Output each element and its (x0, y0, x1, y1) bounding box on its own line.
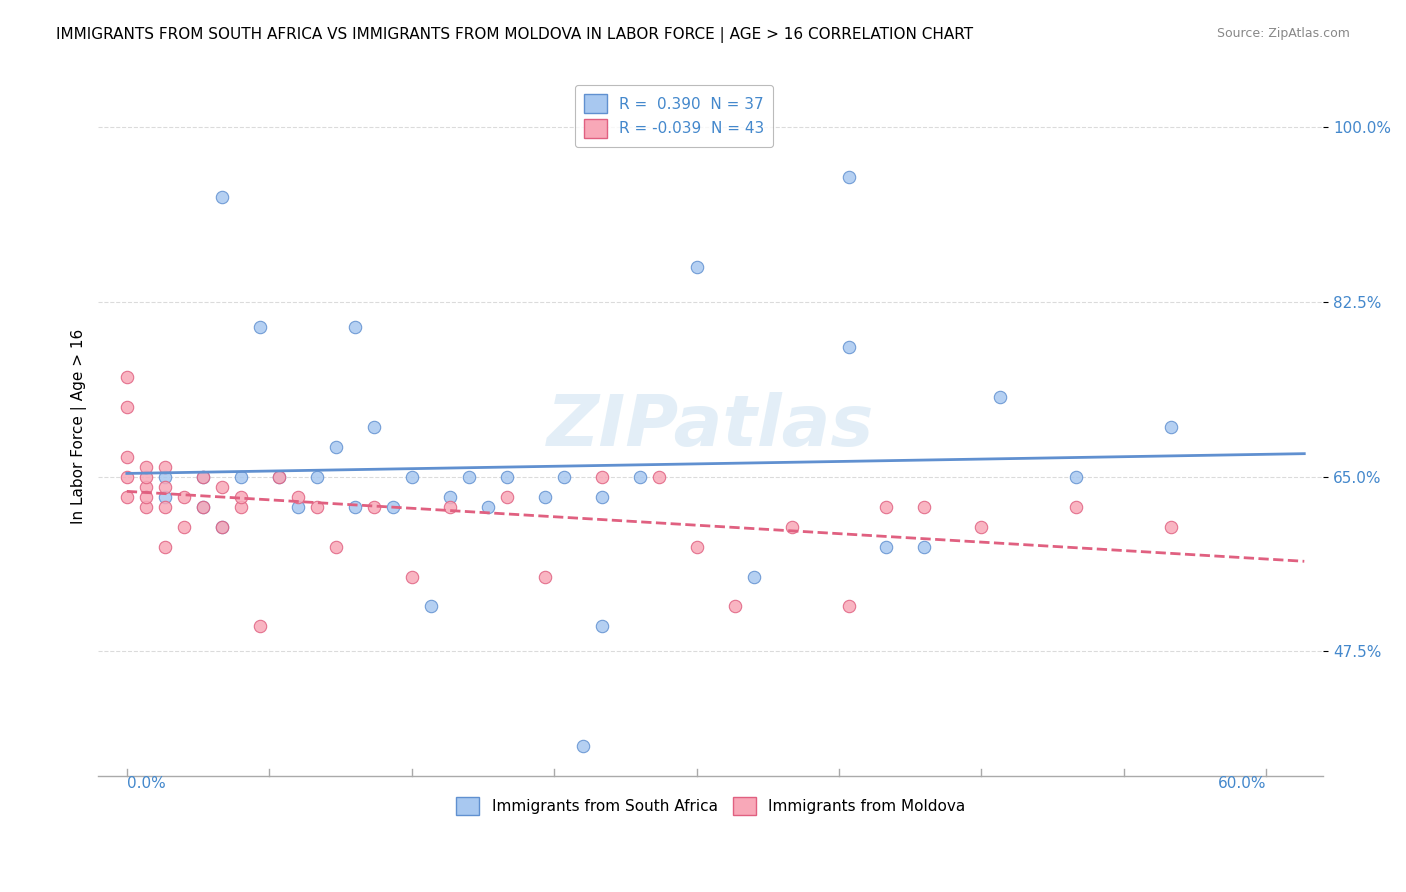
Point (135, 469, 157, 483)
Point (381, 500, 404, 514)
Point (439, 490, 461, 504)
Point (363, 419, 385, 434)
Point (115, 469, 138, 483)
Point (287, 500, 309, 514)
Point (191, 469, 214, 483)
Point (628, 469, 651, 483)
Point (191, 500, 214, 514)
Point (211, 519, 233, 533)
Point (135, 480, 157, 494)
Point (591, 469, 613, 483)
Point (780, 519, 803, 533)
Point (211, 190, 233, 204)
Point (1066, 469, 1088, 483)
Point (1160, 419, 1182, 434)
Point (837, 599, 859, 614)
Point (153, 459, 176, 474)
Point (305, 469, 328, 483)
Point (401, 469, 423, 483)
Legend: Immigrants from South Africa, Immigrants from Moldova: Immigrants from South Africa, Immigrants… (447, 788, 974, 824)
Point (571, 739, 593, 754)
Point (875, 540, 897, 554)
Point (533, 490, 555, 504)
Text: Source: ZipAtlas.com: Source: ZipAtlas.com (1216, 27, 1350, 40)
Point (115, 490, 138, 504)
Point (914, 500, 936, 514)
Point (685, 540, 707, 554)
Point (191, 469, 214, 483)
Y-axis label: In Labor Force | Age > 16: In Labor Force | Age > 16 (72, 329, 87, 524)
Point (457, 469, 479, 483)
Point (153, 480, 176, 494)
Point (837, 340, 859, 354)
Point (401, 569, 423, 583)
Point (135, 500, 157, 514)
Text: 60.0%: 60.0% (1218, 776, 1267, 791)
Point (191, 500, 214, 514)
Point (267, 469, 290, 483)
Point (495, 490, 517, 504)
Point (495, 469, 517, 483)
Point (1160, 519, 1182, 533)
Point (875, 500, 897, 514)
Point (153, 490, 176, 504)
Point (229, 490, 252, 504)
Text: IMMIGRANTS FROM SOUTH AFRICA VS IMMIGRANTS FROM MOLDOVA IN LABOR FORCE | AGE > 1: IMMIGRANTS FROM SOUTH AFRICA VS IMMIGRAN… (56, 27, 973, 43)
Point (153, 540, 176, 554)
Point (343, 500, 366, 514)
Point (305, 500, 328, 514)
Point (173, 490, 195, 504)
Point (153, 469, 176, 483)
Point (914, 540, 936, 554)
Point (115, 450, 138, 464)
Point (115, 400, 138, 414)
Point (477, 500, 499, 514)
Point (591, 490, 613, 504)
Point (267, 469, 290, 483)
Point (970, 519, 993, 533)
Point (837, 170, 859, 185)
Point (115, 370, 138, 384)
Point (229, 469, 252, 483)
Point (249, 320, 271, 334)
Point (325, 540, 347, 554)
Point (173, 519, 195, 533)
Point (533, 569, 555, 583)
Point (153, 500, 176, 514)
Point (439, 500, 461, 514)
Point (647, 469, 669, 483)
Point (135, 459, 157, 474)
Point (591, 619, 613, 633)
Point (723, 599, 745, 614)
Point (990, 390, 1012, 404)
Point (135, 490, 157, 504)
Point (685, 260, 707, 274)
Point (211, 519, 233, 533)
Point (343, 320, 366, 334)
Point (287, 490, 309, 504)
Point (325, 440, 347, 454)
Point (249, 619, 271, 633)
Point (1066, 500, 1088, 514)
Point (211, 480, 233, 494)
Point (553, 469, 575, 483)
Text: ZIPatlas: ZIPatlas (547, 392, 875, 461)
Point (229, 500, 252, 514)
Point (419, 599, 441, 614)
Point (742, 569, 765, 583)
Point (363, 500, 385, 514)
Text: 0.0%: 0.0% (127, 776, 166, 791)
